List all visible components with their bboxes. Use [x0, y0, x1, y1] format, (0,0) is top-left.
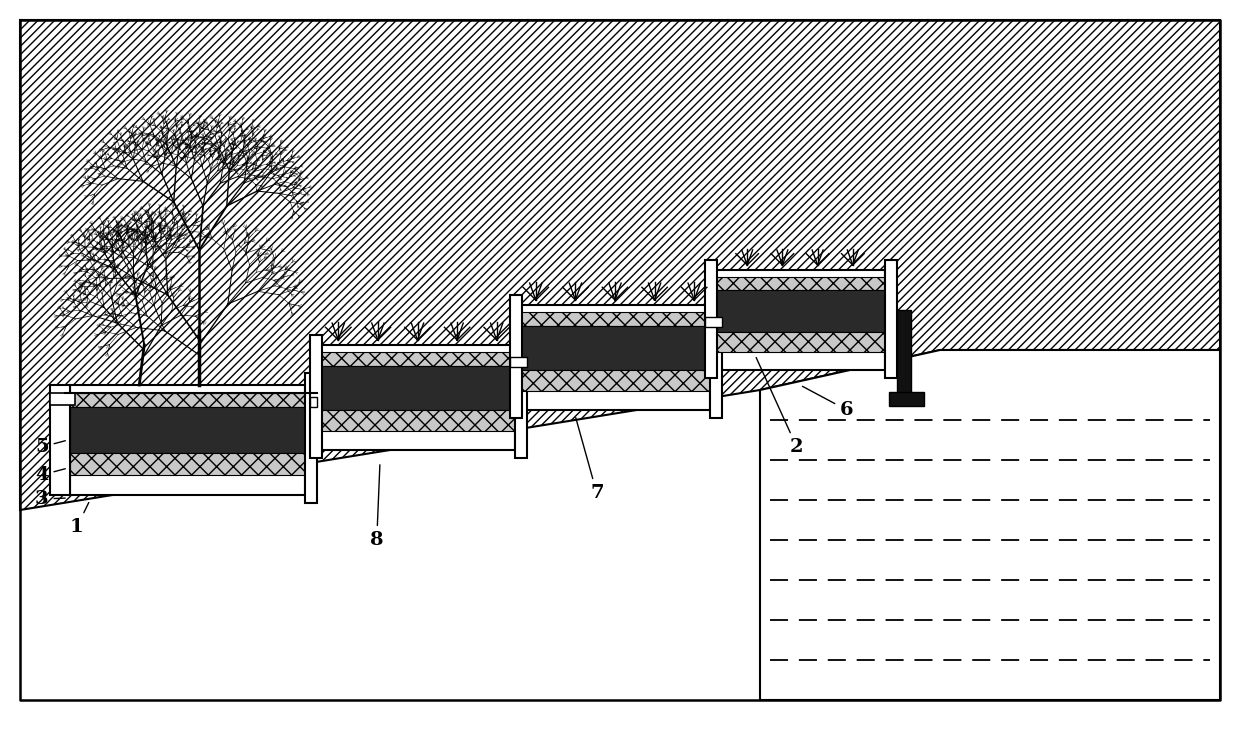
Bar: [520, 305, 711, 410]
Bar: [69, 453, 305, 475]
Text: 6: 6: [802, 386, 853, 419]
Text: 5: 5: [35, 438, 66, 456]
Bar: [50, 393, 74, 405]
Bar: [706, 317, 722, 327]
Text: 8: 8: [370, 465, 383, 549]
Bar: [715, 270, 885, 370]
Bar: [310, 397, 317, 407]
Bar: [515, 335, 527, 458]
Bar: [520, 326, 711, 370]
Bar: [510, 357, 527, 367]
Bar: [715, 277, 885, 290]
Bar: [711, 295, 722, 418]
Bar: [520, 370, 711, 391]
Bar: [320, 410, 515, 431]
Bar: [885, 260, 897, 378]
Bar: [889, 392, 924, 406]
Bar: [310, 335, 322, 458]
Bar: [69, 393, 305, 407]
Bar: [520, 312, 711, 326]
Text: 4: 4: [35, 466, 66, 484]
Text: 3: 3: [35, 490, 66, 508]
Bar: [897, 310, 911, 400]
Bar: [320, 352, 515, 366]
Text: 7: 7: [575, 418, 604, 502]
Bar: [510, 295, 522, 418]
Bar: [69, 385, 305, 495]
Bar: [50, 385, 69, 495]
Bar: [320, 345, 515, 450]
Text: 2: 2: [756, 357, 804, 456]
Bar: [706, 260, 717, 378]
Bar: [305, 373, 317, 503]
Polygon shape: [20, 20, 1220, 510]
Polygon shape: [760, 350, 1220, 700]
Bar: [320, 366, 515, 410]
Text: 1: 1: [69, 503, 89, 536]
Bar: [715, 332, 885, 352]
Bar: [69, 407, 305, 453]
Bar: [715, 290, 885, 332]
